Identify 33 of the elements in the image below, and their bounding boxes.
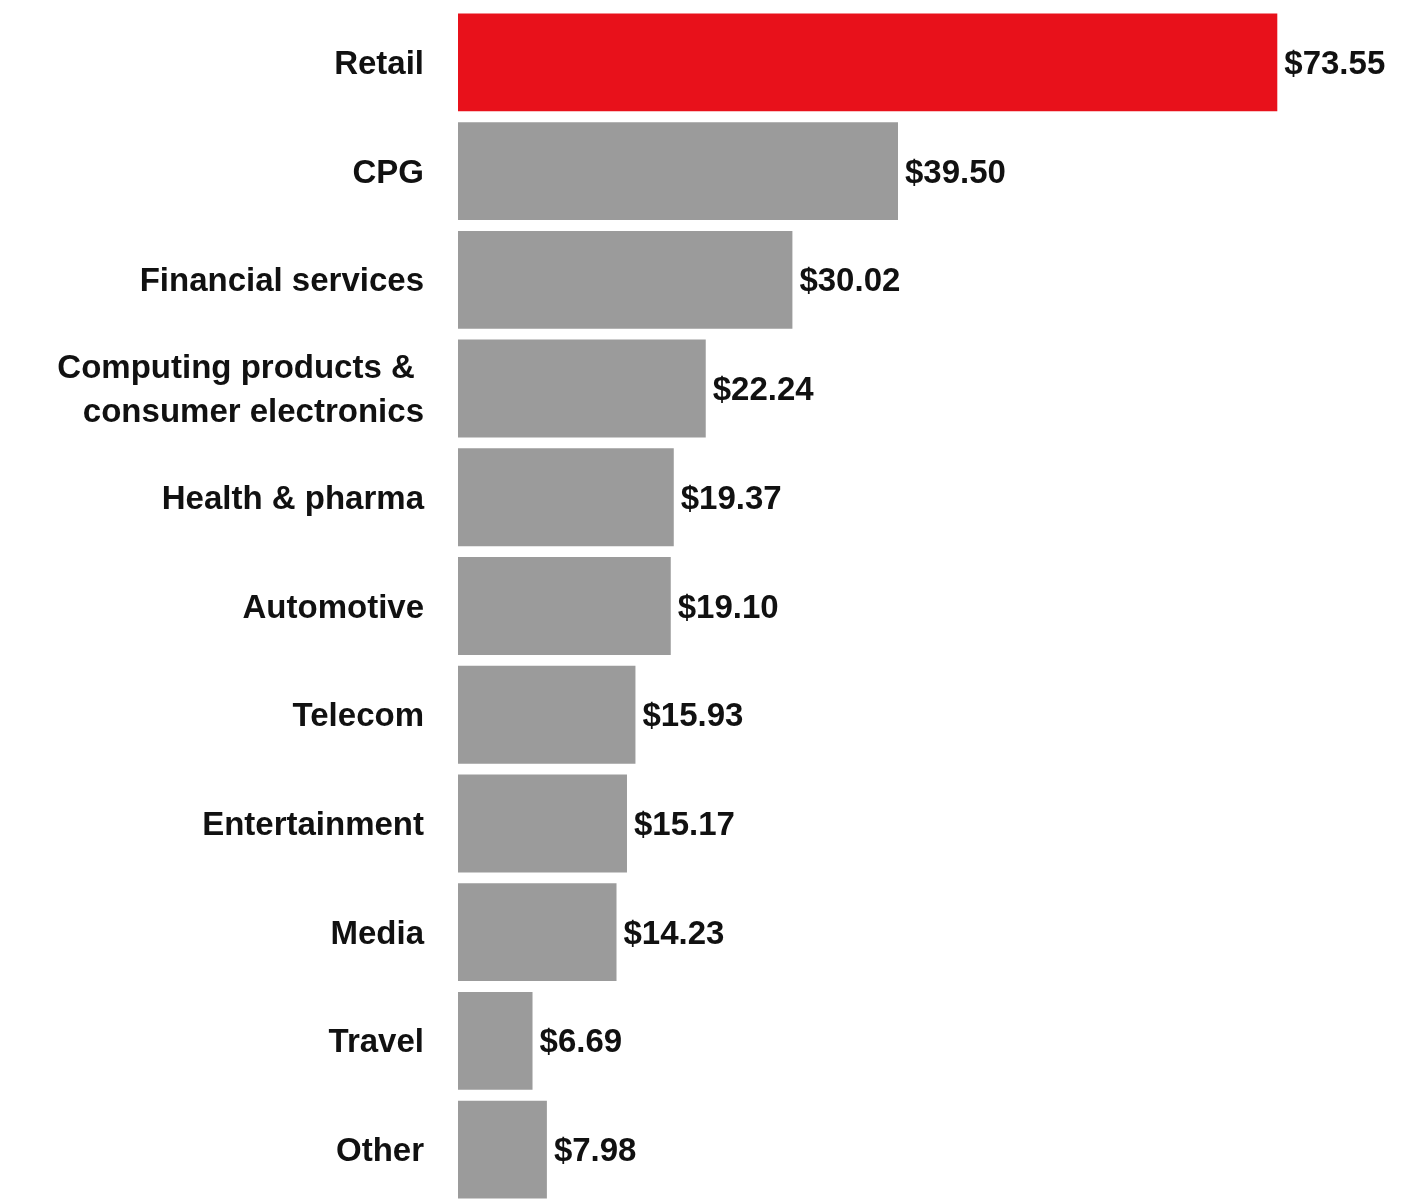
y-tick-label: Travel xyxy=(328,1022,424,1060)
bar xyxy=(458,557,671,655)
y-tick-label: Health & pharma xyxy=(161,478,425,516)
data-label: $19.37 xyxy=(680,478,782,516)
data-label: $19.10 xyxy=(677,587,779,625)
bar xyxy=(458,122,898,221)
bar xyxy=(458,1100,547,1199)
data-label: $6.69 xyxy=(539,1022,623,1060)
bar xyxy=(458,883,617,982)
data-label: $73.55 xyxy=(1284,43,1386,81)
data-label: $7.98 xyxy=(553,1131,637,1169)
bar xyxy=(458,230,793,329)
y-tick-label: Financial services xyxy=(139,261,424,299)
bar xyxy=(458,774,627,873)
bar xyxy=(458,991,533,1090)
y-tick-label: CPG xyxy=(352,152,424,190)
y-tick-label: Media xyxy=(330,913,425,951)
data-label: $39.50 xyxy=(905,152,1006,190)
data-label: $15.93 xyxy=(642,696,744,734)
y-tick-label: Telecom xyxy=(292,696,424,734)
data-label: $30.02 xyxy=(799,261,901,299)
data-label: $14.23 xyxy=(623,913,725,951)
y-tick-label: Computing products & consumer electronics xyxy=(57,348,424,430)
bar xyxy=(458,13,1278,112)
data-label: $22.24 xyxy=(712,370,815,408)
y-tick-label: Retail xyxy=(334,43,424,81)
y-tick-label: Other xyxy=(335,1131,425,1169)
bar xyxy=(458,665,636,764)
data-label: $15.17 xyxy=(633,804,735,842)
bar xyxy=(458,448,674,547)
bar xyxy=(458,339,706,438)
y-tick-label: Automotive xyxy=(242,587,424,625)
y-tick-label: Entertainment xyxy=(202,804,424,842)
